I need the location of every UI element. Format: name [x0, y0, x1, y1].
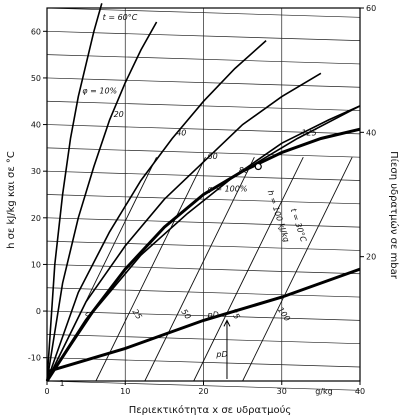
- enthalpy-100-label: h = 100 kJ/kg: [266, 189, 291, 243]
- isenthalpe-label: 50: [179, 308, 192, 322]
- series-line: [46, 72, 322, 382]
- y-tick-label: 40: [31, 121, 41, 130]
- x-tick-label: 10: [120, 387, 130, 396]
- series-label: 20: [114, 110, 124, 119]
- series-line: [46, 267, 361, 374]
- y2-tick-label: 40: [366, 128, 376, 137]
- y2-tick-label: 20: [366, 253, 376, 262]
- pressure-label: pD: [215, 350, 227, 359]
- y2-tick-label: 60: [366, 4, 376, 13]
- y2-axis-title: Πίεση υδρατμών σε mbar: [388, 151, 400, 280]
- y-tick-label: 50: [31, 74, 41, 83]
- temperature-60-label: t = 60°C: [103, 13, 138, 22]
- isenthalpe-line: [95, 157, 206, 382]
- series-label: 60: [208, 152, 218, 161]
- isenthalpe-label: 100: [276, 305, 292, 323]
- series-line: [250, 105, 361, 168]
- isenthalpe-line: [144, 157, 255, 382]
- x-tick-label: 40: [355, 387, 365, 396]
- isenthalpe-label: 25: [130, 308, 143, 322]
- pressure-arrow-head: [223, 319, 231, 327]
- series-label: 125: [301, 129, 316, 138]
- y-tick-label: 60: [31, 27, 41, 36]
- series-label: 40: [176, 129, 186, 138]
- x-tick-label: 0: [44, 387, 49, 396]
- series-label: φ = 100%: [208, 185, 248, 194]
- y-tick-label: -10: [28, 354, 41, 363]
- y-tick-label: 10: [31, 260, 41, 269]
- series-line: [46, 3, 103, 382]
- isenthalpe-line: [242, 157, 353, 382]
- x-tick-label: 30: [277, 387, 287, 396]
- series-label: pD: [207, 310, 219, 319]
- series-line: [46, 21, 158, 382]
- grid-line: [46, 380, 361, 391]
- y-axis-title: h σε kJ/kg και σε °C: [6, 151, 17, 249]
- isenthalpe-line: [193, 157, 304, 382]
- label-layer: φ = 10% 20 40 60 80 φ = 100% 125 pD: [82, 87, 317, 379]
- y-tick-label: 30: [31, 167, 41, 176]
- series-label: φ = 10%: [82, 87, 117, 96]
- isenthalpe-layer: 0 25 50 75 100: [46, 157, 353, 382]
- marker-one-label: 1: [59, 379, 64, 388]
- series-label: 80: [239, 166, 249, 175]
- series-line: [45, 127, 361, 382]
- state-point-marker: [254, 162, 262, 171]
- y-tick-label: 20: [31, 214, 41, 223]
- x-tick-label: 20: [198, 387, 208, 396]
- x-unit-label: g/kg: [315, 387, 332, 396]
- isenthalpe-label: 0: [83, 310, 93, 319]
- x-axis-title: Περιεκτικότητα x σε υδρατμούς: [129, 404, 292, 416]
- series-layer: [45, 3, 361, 382]
- series-line: [46, 40, 267, 382]
- y-tick-label: 0: [36, 307, 41, 316]
